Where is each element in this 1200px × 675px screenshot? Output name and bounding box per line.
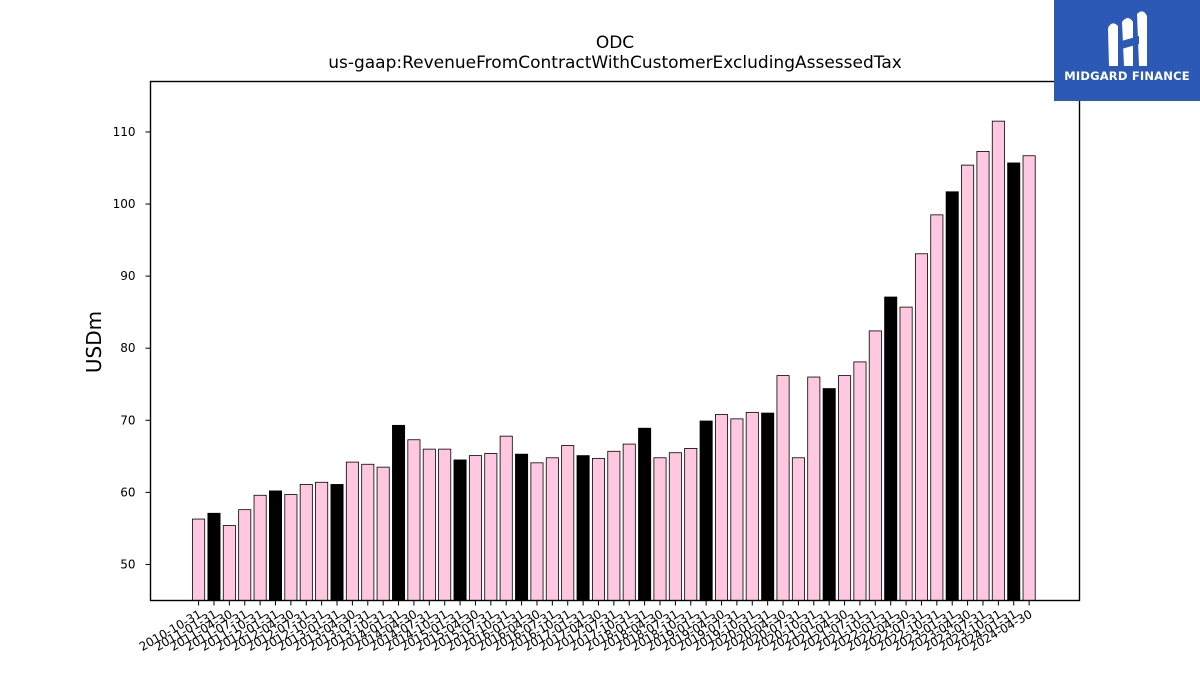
bar-2013-04-30 bbox=[345, 461, 359, 601]
bar-2014-01-31 bbox=[392, 424, 406, 601]
bar-2017-01-31 bbox=[576, 455, 590, 601]
bar-2020-07-31 bbox=[791, 457, 805, 601]
bar-2016-07-31 bbox=[545, 457, 559, 601]
bar-2012-10-31 bbox=[315, 481, 329, 601]
bar-2022-04-30 bbox=[899, 306, 913, 601]
y-tick-label: 90 bbox=[120, 269, 135, 283]
bar-2014-04-30 bbox=[407, 439, 421, 601]
bar-2023-04-30 bbox=[961, 164, 975, 601]
bar-2011-01-31 bbox=[207, 512, 221, 601]
bar-2014-10-31 bbox=[438, 448, 452, 601]
bar-2013-07-31 bbox=[361, 463, 375, 601]
bar-2012-07-31 bbox=[299, 484, 313, 601]
bar-2019-01-31 bbox=[699, 420, 713, 601]
bar-2017-10-31 bbox=[622, 443, 636, 601]
bars-group bbox=[192, 120, 1036, 601]
y-axis-label: USDm bbox=[82, 311, 106, 373]
bar-2020-04-30 bbox=[776, 375, 790, 601]
bar-2016-04-30 bbox=[530, 462, 544, 601]
bar-2024-01-31 bbox=[1007, 162, 1021, 601]
bar-2010-10-31 bbox=[192, 518, 206, 601]
bar-2012-01-31 bbox=[268, 490, 282, 601]
bar-2020-10-31 bbox=[807, 376, 821, 601]
bar-2017-04-30 bbox=[591, 458, 605, 601]
bar-2016-01-31 bbox=[515, 453, 529, 601]
chart-subtitle: us-gaap:RevenueFromContractWithCustomerE… bbox=[328, 53, 902, 73]
bar-2019-10-31 bbox=[745, 411, 759, 601]
bar-2022-10-31 bbox=[930, 214, 944, 601]
bar-2016-10-31 bbox=[561, 445, 575, 601]
logo-text: MIDGARD FINANCE bbox=[1064, 69, 1190, 83]
bar-2018-04-30 bbox=[653, 457, 667, 601]
y-tick-label: 80 bbox=[120, 341, 135, 355]
bar-2018-01-31 bbox=[638, 427, 652, 601]
bar-2019-07-31 bbox=[730, 418, 744, 601]
bar-2020-01-31 bbox=[761, 412, 775, 601]
y-tick-label: 50 bbox=[120, 557, 135, 571]
plot-frame bbox=[149, 80, 1081, 602]
bar-2021-10-31 bbox=[868, 330, 882, 601]
y-axis-ticks: 50 60 70 80 90 100 110 bbox=[113, 125, 151, 571]
bar-2015-01-31 bbox=[453, 459, 467, 601]
bar-2022-07-31 bbox=[914, 253, 928, 601]
bar-2014-07-31 bbox=[422, 448, 436, 601]
bar-2013-01-31 bbox=[330, 484, 344, 601]
bar-2023-07-31 bbox=[976, 151, 990, 601]
logo-mark-icon bbox=[1108, 11, 1147, 66]
bar-2011-04-30 bbox=[222, 525, 236, 601]
bar-2023-01-31 bbox=[945, 191, 959, 601]
chart-title: ODC bbox=[596, 33, 634, 53]
bar-2023-10-31 bbox=[991, 120, 1005, 601]
bar-2011-07-31 bbox=[238, 509, 252, 601]
y-tick-label: 60 bbox=[120, 485, 135, 499]
bar-2021-04-30 bbox=[838, 375, 852, 601]
bar-2021-01-31 bbox=[822, 388, 836, 601]
x-axis-ticks: 2010-10-312011-01-312011-04-302011-07-31… bbox=[137, 600, 1035, 654]
y-tick-label: 100 bbox=[113, 197, 136, 211]
bar-2012-04-30 bbox=[284, 494, 298, 601]
bar-2024-04-30 bbox=[1022, 155, 1036, 601]
midgard-finance-logo: MIDGARD FINANCE bbox=[1054, 0, 1200, 101]
bar-2018-07-31 bbox=[668, 452, 682, 601]
bar-2022-01-31 bbox=[884, 296, 898, 601]
bar-2011-10-31 bbox=[253, 494, 267, 601]
bar-2013-10-31 bbox=[376, 466, 390, 601]
bar-2015-04-30 bbox=[468, 455, 482, 601]
y-tick-label: 70 bbox=[120, 413, 135, 427]
bar-2021-07-31 bbox=[853, 361, 867, 601]
bar-2017-07-31 bbox=[607, 450, 621, 601]
bar-2018-10-31 bbox=[684, 447, 698, 601]
bar-2019-04-30 bbox=[715, 414, 729, 601]
y-tick-label: 110 bbox=[113, 125, 136, 139]
bar-2015-07-31 bbox=[484, 453, 498, 601]
bar-2015-10-31 bbox=[499, 435, 513, 601]
